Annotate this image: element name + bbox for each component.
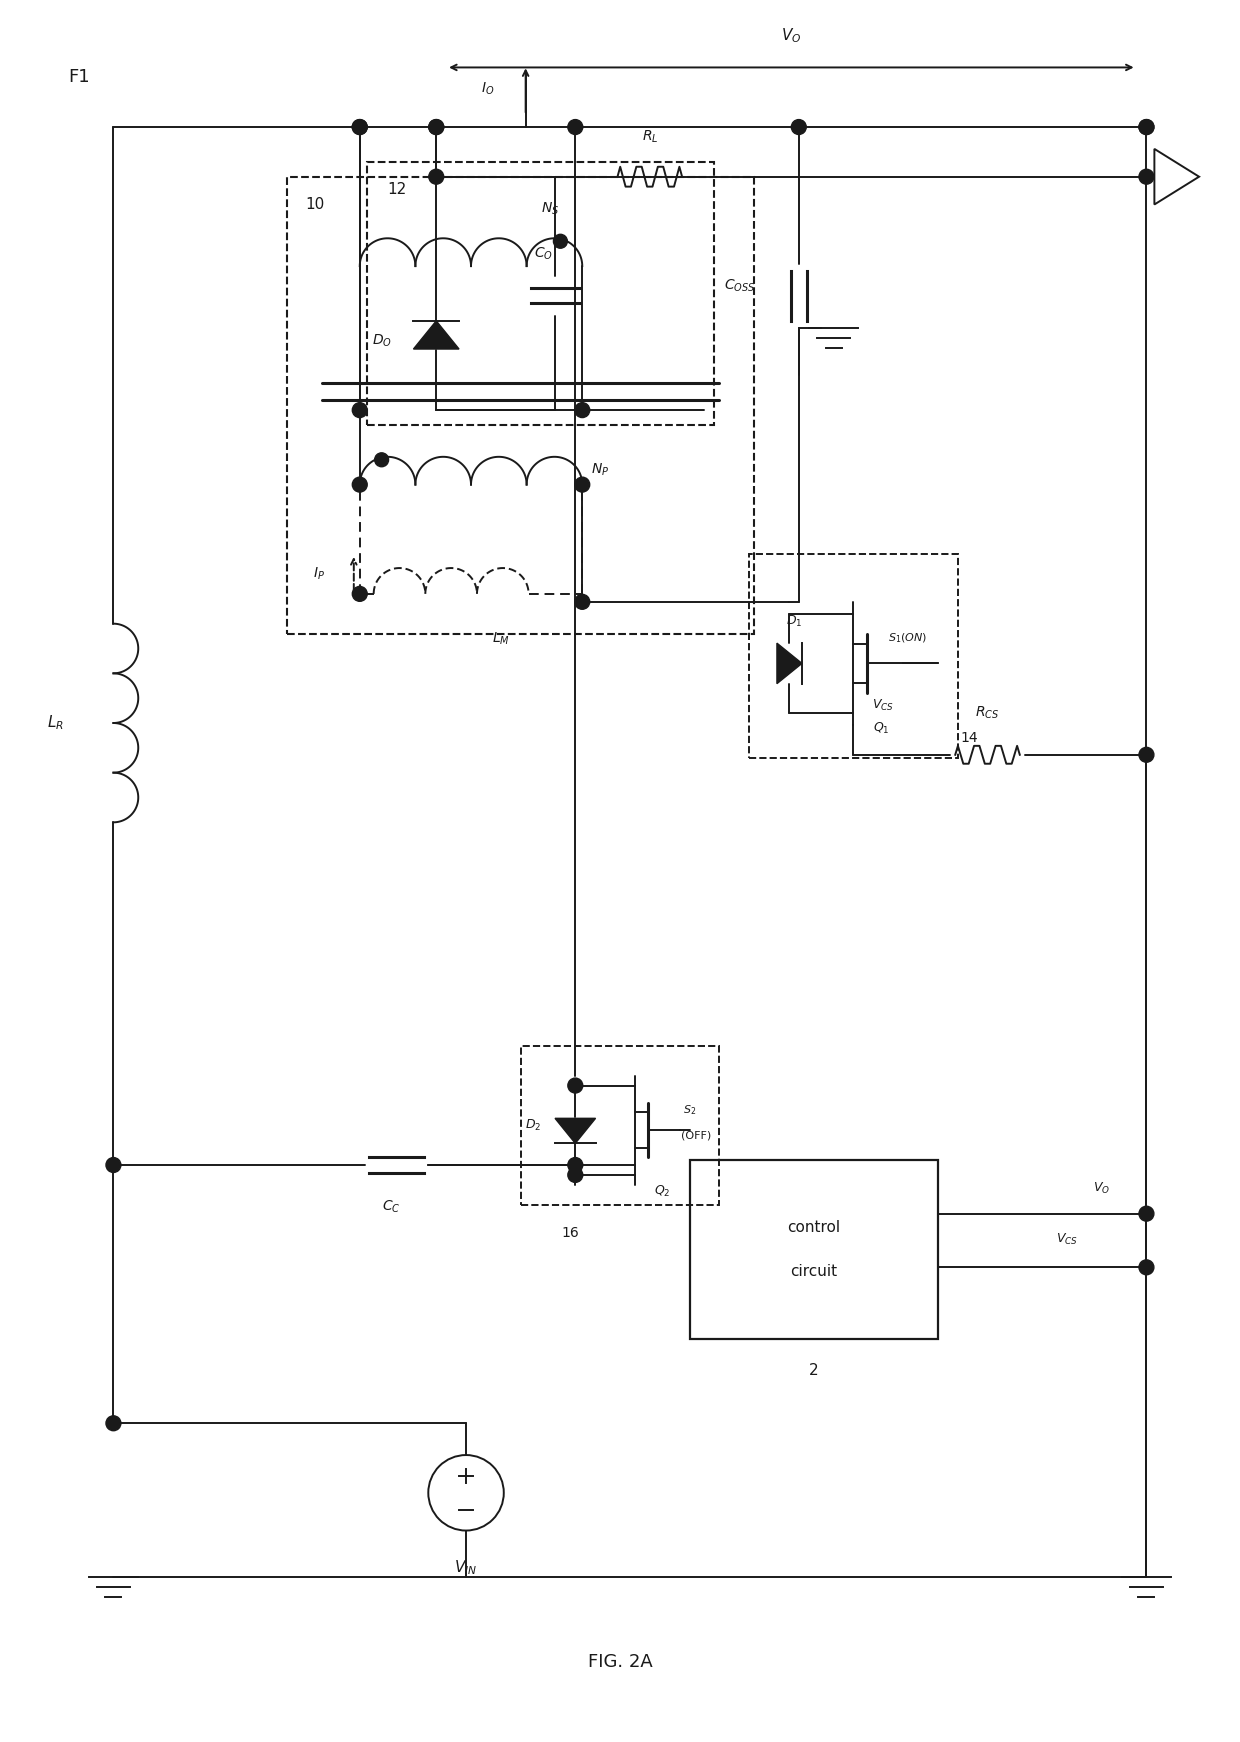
Bar <box>749 554 957 758</box>
Text: $C_{OSS}$: $C_{OSS}$ <box>723 277 755 294</box>
Circle shape <box>553 235 568 247</box>
Bar <box>689 1160 937 1340</box>
Text: $L_M$: $L_M$ <box>492 631 510 646</box>
Text: $S_2$: $S_2$ <box>683 1103 696 1117</box>
Text: $V_O$: $V_O$ <box>1094 1181 1110 1197</box>
Text: $R_{CS}$: $R_{CS}$ <box>976 706 999 721</box>
Circle shape <box>352 587 367 601</box>
Circle shape <box>105 1158 120 1172</box>
Circle shape <box>352 477 367 491</box>
Text: F1: F1 <box>68 68 89 87</box>
Bar <box>288 176 754 634</box>
Text: $N_S$: $N_S$ <box>542 200 559 216</box>
Bar <box>367 162 714 425</box>
Circle shape <box>1140 747 1154 763</box>
Text: $Q_2$: $Q_2$ <box>655 1185 671 1200</box>
Text: 10: 10 <box>305 197 325 213</box>
Polygon shape <box>777 643 802 683</box>
Text: 14: 14 <box>961 732 978 746</box>
Text: 16: 16 <box>562 1226 579 1240</box>
Text: $V_{CS}$: $V_{CS}$ <box>1056 1232 1078 1247</box>
Text: $D_1$: $D_1$ <box>786 615 802 629</box>
Circle shape <box>374 453 388 467</box>
Text: 12: 12 <box>387 183 407 197</box>
Text: circuit: circuit <box>790 1263 837 1279</box>
Circle shape <box>1140 120 1154 134</box>
Circle shape <box>1140 169 1154 185</box>
Polygon shape <box>556 1118 595 1143</box>
Text: $C_O$: $C_O$ <box>534 246 553 263</box>
Polygon shape <box>413 321 459 348</box>
Bar <box>521 1045 719 1205</box>
Circle shape <box>568 120 583 134</box>
Circle shape <box>1140 1259 1154 1275</box>
Text: control: control <box>787 1219 841 1235</box>
Circle shape <box>352 120 367 134</box>
Text: FIG. 2A: FIG. 2A <box>588 1653 652 1671</box>
Text: $I_P$: $I_P$ <box>312 566 325 582</box>
Circle shape <box>568 1078 583 1092</box>
Circle shape <box>1140 1205 1154 1221</box>
Circle shape <box>1140 120 1154 134</box>
Text: 2: 2 <box>808 1364 818 1378</box>
Circle shape <box>105 1416 120 1430</box>
Text: $Q_1$: $Q_1$ <box>873 721 889 735</box>
Text: $L_R$: $L_R$ <box>47 714 64 732</box>
Circle shape <box>575 477 590 491</box>
Circle shape <box>575 402 590 418</box>
Circle shape <box>429 169 444 185</box>
Text: $I_O$: $I_O$ <box>481 82 495 98</box>
Text: $S_1(ON)$: $S_1(ON)$ <box>889 632 928 645</box>
Text: $V_{CS}$: $V_{CS}$ <box>872 697 894 712</box>
Circle shape <box>429 120 444 134</box>
Text: $D_O$: $D_O$ <box>372 333 392 348</box>
Text: $V_{IN}$: $V_{IN}$ <box>454 1557 477 1577</box>
Circle shape <box>791 120 806 134</box>
Text: $R_L$: $R_L$ <box>641 129 658 145</box>
Text: $V_O$: $V_O$ <box>781 26 801 45</box>
Circle shape <box>352 120 367 134</box>
Circle shape <box>575 594 590 610</box>
Circle shape <box>352 402 367 418</box>
Text: $N_P$: $N_P$ <box>591 462 609 477</box>
Circle shape <box>568 1158 583 1172</box>
Circle shape <box>429 120 444 134</box>
Text: $D_2$: $D_2$ <box>526 1118 542 1132</box>
Text: $C_C$: $C_C$ <box>382 1198 401 1214</box>
Circle shape <box>568 1167 583 1183</box>
Text: (OFF): (OFF) <box>681 1131 712 1141</box>
